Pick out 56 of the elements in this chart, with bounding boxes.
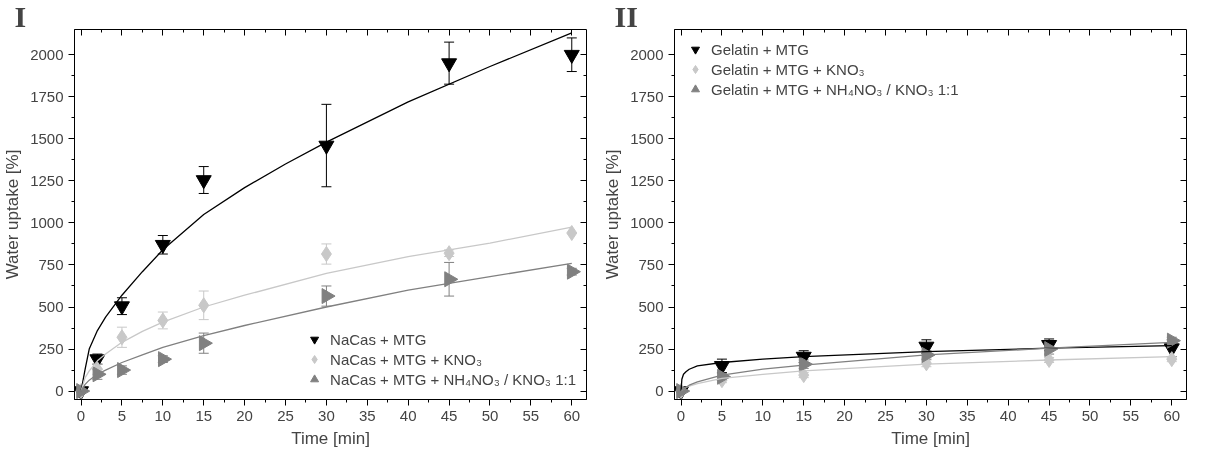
- y-tick-label: 500: [638, 298, 664, 315]
- x-tick-label: 35: [358, 406, 376, 424]
- x-tick-label: 25: [877, 406, 894, 424]
- y-tick-label: 1750: [630, 87, 664, 105]
- legend-label: NaCas + MTG: [330, 330, 427, 348]
- y-tick-label: 1000: [630, 213, 664, 231]
- x-tick-label: 55: [1122, 406, 1140, 424]
- y-tick-label: 1000: [30, 213, 64, 231]
- x-tick-label: 60: [563, 406, 581, 424]
- y-tick-label: 0: [655, 382, 664, 400]
- legend-label: Gelatin + MTG + NH₄NO₃ / KNO₃ 1:1: [711, 80, 959, 98]
- x-tick-label: 5: [117, 406, 127, 424]
- y-axis-title: Water uptake [%]: [3, 149, 23, 280]
- chart-title: I: [14, 0, 27, 33]
- chart-title: II: [614, 0, 638, 33]
- x-tick-label: 10: [154, 406, 172, 424]
- x-tick-label: 0: [676, 406, 686, 424]
- y-tick-label: 2000: [630, 45, 664, 63]
- y-tick-label: 1250: [30, 171, 64, 189]
- x-axis-title: Time [min]: [891, 428, 970, 448]
- y-tick-label: 1250: [630, 171, 664, 189]
- x-tick-label: 40: [999, 406, 1017, 424]
- y-tick-label: 500: [38, 298, 64, 315]
- x-tick-label: 20: [236, 406, 253, 424]
- x-tick-label: 35: [958, 406, 976, 424]
- x-tick-label: 30: [318, 406, 335, 424]
- y-tick-label: 750: [638, 255, 664, 273]
- x-tick-label: 0: [76, 406, 86, 424]
- y-axis-title: Water uptake [%]: [603, 149, 623, 280]
- x-tick-label: 15: [195, 406, 213, 424]
- x-tick-label: 30: [918, 406, 935, 424]
- y-tick-label: 250: [638, 340, 664, 358]
- x-tick-label: 10: [754, 406, 772, 424]
- x-tick-label: 45: [440, 406, 458, 424]
- y-tick-label: 1500: [630, 129, 664, 147]
- x-axis-title: Time [min]: [291, 428, 370, 448]
- y-tick-label: 250: [38, 340, 64, 358]
- legend-label: Gelatin + MTG + KNO₃: [711, 60, 865, 78]
- x-tick-label: 60: [1163, 406, 1181, 424]
- x-tick-label: 20: [836, 406, 853, 424]
- x-tick-label: 25: [277, 406, 294, 424]
- x-tick-label: 40: [399, 406, 417, 424]
- y-tick-label: 750: [38, 255, 64, 273]
- y-tick-label: 1750: [30, 87, 64, 105]
- x-tick-label: 45: [1040, 406, 1058, 424]
- x-tick-label: 5: [717, 406, 727, 424]
- legend-label: NaCas + MTG + NH₄NO₃ / KNO₃ 1:1: [330, 370, 576, 388]
- x-tick-label: 15: [795, 406, 813, 424]
- y-tick-label: 1500: [30, 129, 64, 147]
- y-tick-label: 2000: [30, 45, 64, 63]
- x-tick-label: 55: [522, 406, 540, 424]
- y-tick-label: 0: [55, 382, 64, 400]
- legend-label: Gelatin + MTG: [711, 40, 809, 58]
- legend-label: NaCas + MTG + KNO₃: [330, 350, 483, 368]
- x-tick-label: 50: [481, 406, 499, 424]
- x-tick-label: 50: [1081, 406, 1099, 424]
